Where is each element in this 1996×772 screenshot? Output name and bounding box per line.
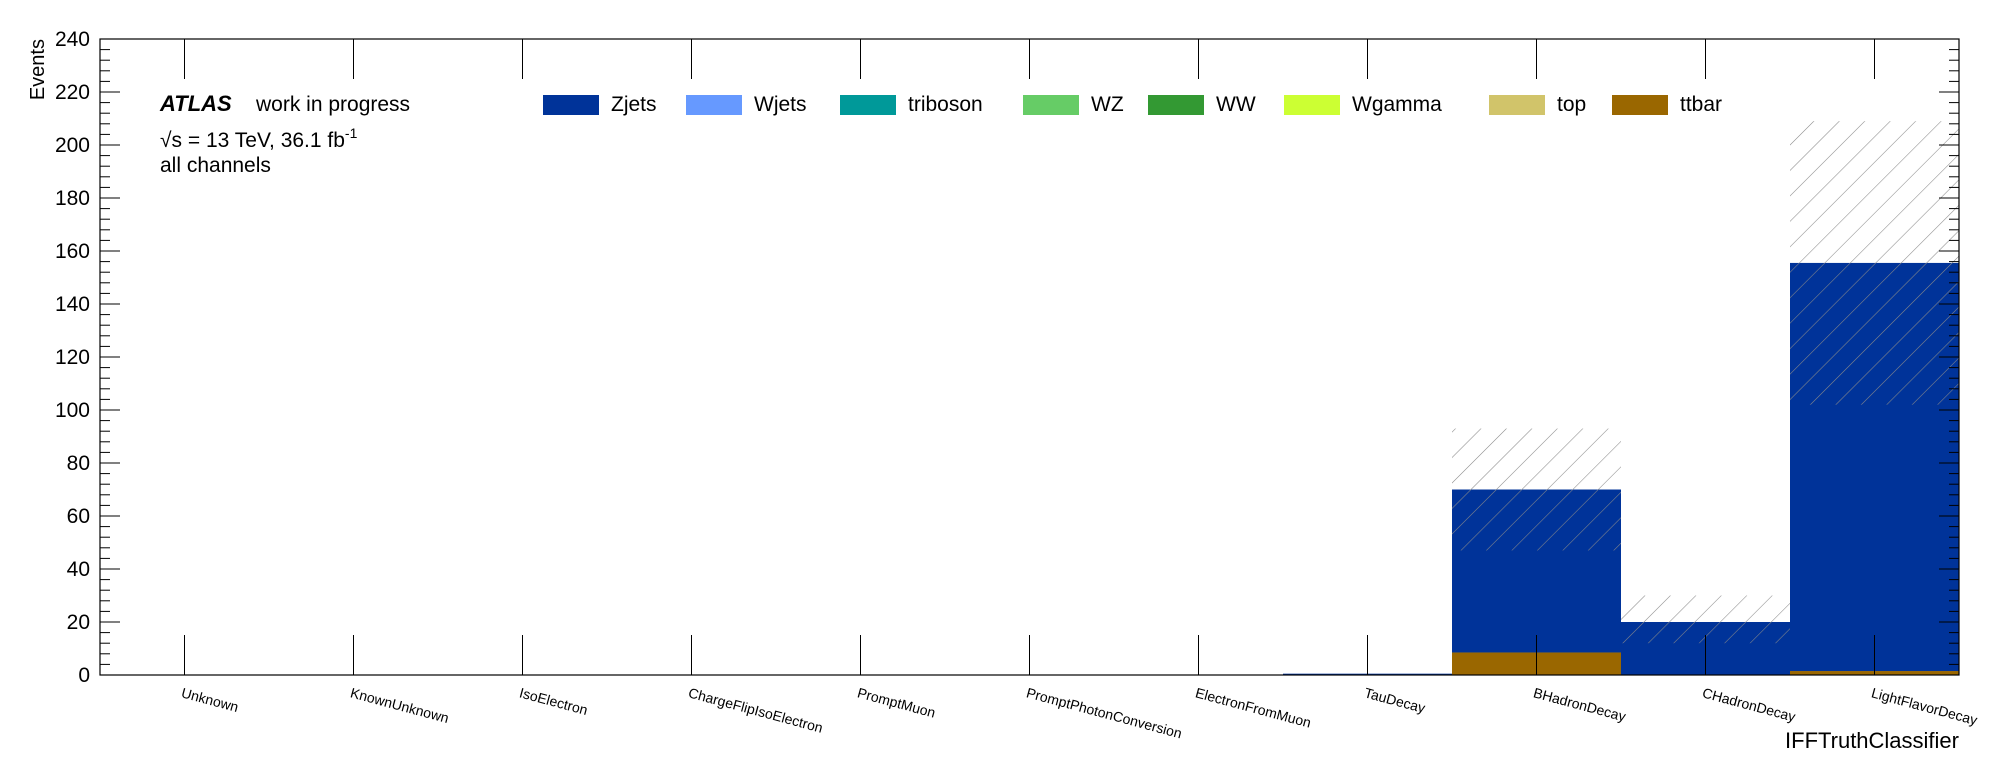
x-axis-label: IFFTruthClassifier <box>1785 728 1959 753</box>
legend: Zjets Wjets triboson WZ WW Wgamma top ttbar <box>543 93 1722 116</box>
legend-swatch-top <box>1489 95 1545 115</box>
y-tick-label: 0 <box>78 664 90 687</box>
legend-label-Wjets: Wjets <box>754 93 807 116</box>
x-tick-label: CHadronDecay <box>1701 684 1798 724</box>
channels-label: all channels <box>160 154 271 177</box>
y-tick-label: 220 <box>55 81 90 104</box>
status-label: work in progress <box>255 93 410 116</box>
x-tick-label: KnownUnknown <box>349 684 451 726</box>
y-tick-label: 60 <box>67 505 90 528</box>
x-tick-label: BHadronDecay <box>1532 684 1628 724</box>
y-tick-label: 160 <box>55 240 90 263</box>
y-tick-label: 80 <box>67 452 90 475</box>
energy-label-sup: -1 <box>345 125 358 141</box>
legend-swatch-Wjets <box>686 95 742 115</box>
y-tick-label: 180 <box>55 187 90 210</box>
x-tick-label: Unknown <box>180 684 241 715</box>
y-tick-label: 240 <box>55 28 90 51</box>
energy-label: √s = 13 TeV, 36.1 fb-1 <box>160 125 358 152</box>
legend-label-triboson: triboson <box>908 93 983 116</box>
y-tick-label: 40 <box>67 558 90 581</box>
uncertainty-8 <box>1452 428 1621 551</box>
y-tick-label: 140 <box>55 293 90 316</box>
y-axis-label: Events <box>27 39 49 100</box>
y-tick-label: 100 <box>55 399 90 422</box>
legend-swatch-WZ <box>1023 95 1079 115</box>
legend-swatch-triboson <box>840 95 896 115</box>
legend-label-WW: WW <box>1216 93 1256 116</box>
legend-label-top: top <box>1557 93 1586 116</box>
uncertainty-band <box>1452 121 1959 644</box>
y-tick-label: 20 <box>67 611 90 634</box>
x-tick-label: LightFlavorDecay <box>1870 684 1979 728</box>
legend-swatch-Wgamma <box>1284 95 1340 115</box>
x-tick-label: IsoElectron <box>518 684 590 718</box>
legend-label-ttbar: ttbar <box>1680 93 1722 116</box>
legend-label-Wgamma: Wgamma <box>1352 93 1442 116</box>
x-tick-label: TauDecay <box>1363 684 1427 716</box>
legend-swatch-WW <box>1148 95 1204 115</box>
y-axis: 0 20 40 60 80 100 120 140 160 180 200 220 240 <box>55 28 1959 687</box>
legend-swatch-Zjets <box>543 95 599 115</box>
plot-frame <box>99 38 1960 676</box>
legend-label-WZ: WZ <box>1091 93 1124 116</box>
y-tick-label: 120 <box>55 346 90 369</box>
y-tick-label: 200 <box>55 134 90 157</box>
x-tick-label: ChargeFlipIsoElectron <box>687 684 825 735</box>
uncertainty-10 <box>1790 121 1959 405</box>
x-tick-label: ElectronFromMuon <box>1194 684 1313 730</box>
legend-label-Zjets: Zjets <box>611 93 657 116</box>
atlas-label: ATLAS <box>159 91 232 116</box>
x-tick-label: PromptPhotonConversion <box>1025 684 1184 741</box>
x-tick-label: PromptMuon <box>856 684 938 720</box>
legend-swatch-ttbar <box>1612 95 1668 115</box>
